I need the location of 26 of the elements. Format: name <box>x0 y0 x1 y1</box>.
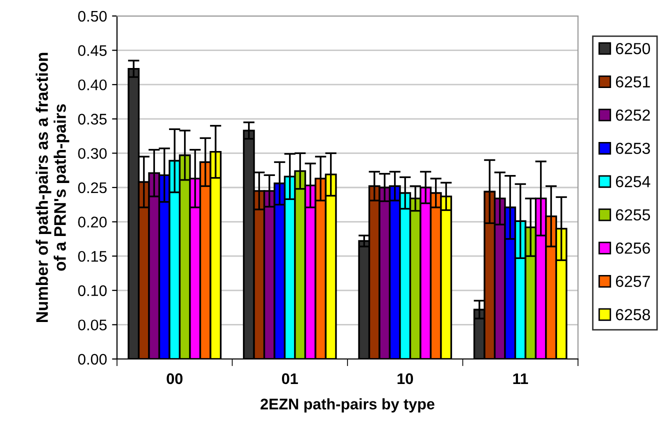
x-axis-title: 2EZN path-pairs by type <box>260 398 434 412</box>
x-tick-label: 11 <box>513 373 528 384</box>
x-tick-label: 10 <box>398 373 413 384</box>
y-tick-label: 0.30 <box>78 148 107 159</box>
x-tick-label: 01 <box>282 373 298 384</box>
y-tick-label: 0.35 <box>78 114 107 125</box>
legend-label: 6251 <box>616 76 650 88</box>
y-tick-label: 0.15 <box>78 250 107 262</box>
legend-label: 6255 <box>616 209 650 221</box>
y-tick-label: 0.00 <box>78 354 107 365</box>
y-tick-label: 0.50 <box>78 10 107 22</box>
x-tick-label: 00 <box>166 373 182 384</box>
legend-label: 6257 <box>616 276 650 288</box>
y-tick-label: 0.40 <box>78 79 107 90</box>
legend-label: 6258 <box>616 309 650 320</box>
legend-label: 6254 <box>616 176 650 188</box>
y-tick-label: 0.05 <box>78 320 107 330</box>
legend-label: 6256 <box>616 242 650 254</box>
y-tick-label: 0.45 <box>78 45 107 56</box>
y-tick-label: 0.10 <box>78 285 107 296</box>
legend-label: 6250 <box>616 42 650 54</box>
y-tick-label: 0.25 <box>78 182 107 194</box>
y-axis-title: Number of path-pairs as a fraction of a PRN's path-pairs <box>36 52 70 322</box>
legend-label: 6252 <box>616 109 650 121</box>
legend-label: 6253 <box>616 142 650 154</box>
y-tick-label: 0.20 <box>78 216 107 228</box>
